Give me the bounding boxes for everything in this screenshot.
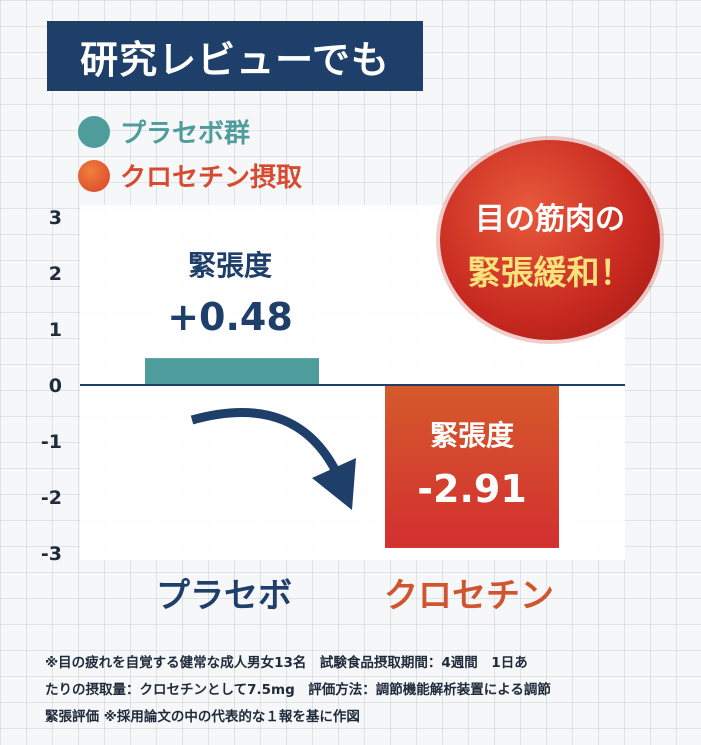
y-tick-label: -3	[41, 543, 62, 565]
data-label-title-placebo: 緊張度	[188, 249, 272, 282]
footnote: ※目の疲れを自覚する健常な成人男女13名 試験食品摂取期間：4週間 1日あ たり…	[45, 650, 665, 731]
y-tick-label: -2	[41, 487, 62, 509]
bars	[145, 358, 559, 548]
x-category-crocetin: クロセチン	[384, 576, 554, 616]
effect-badge: 目の筋肉の 緊張緩和！	[440, 140, 660, 340]
legend-swatch-crocetin	[78, 159, 110, 192]
y-axis-ticks: 3 2 1 0 -1 -2 -3	[41, 207, 62, 565]
legend-item-crocetin: クロセチン摂取	[78, 157, 302, 194]
data-label-value-placebo: +0.48	[167, 295, 293, 339]
data-label-title-crocetin: 緊張度	[430, 419, 514, 452]
y-tick-label: 2	[49, 263, 62, 285]
y-tick-label: 1	[49, 319, 62, 341]
header-title: 研究レビューでも	[47, 21, 423, 91]
bar-placebo	[145, 358, 319, 385]
legend-item-placebo: プラセボ群	[78, 113, 250, 150]
footnote-line2: たりの摂取量：クロセチンとして7.5mg 評価方法：調節機能解析装置による調節	[45, 682, 551, 698]
y-tick-label: 0	[49, 375, 62, 397]
legend-swatch-placebo	[78, 115, 110, 148]
trend-arrow-head	[312, 458, 356, 510]
bar-crocetin	[385, 385, 559, 548]
footnote-line3: 緊張評価 ※採用論文の中の代表的な１報を基に作図	[45, 709, 360, 725]
legend-label-crocetin: クロセチン摂取	[120, 163, 303, 193]
footnote-line1: ※目の疲れを自覚する健常な成人男女13名 試験食品摂取期間：4週間 1日あ	[45, 655, 528, 671]
y-tick-label: -1	[41, 431, 62, 453]
legend-label-placebo: プラセボ群	[120, 119, 251, 149]
x-category-placebo: プラセボ	[156, 576, 292, 616]
data-label-value-crocetin: -2.91	[417, 467, 527, 511]
badge-line1: 目の筋肉の	[475, 202, 625, 237]
trend-arrow	[190, 408, 345, 482]
data-labels: 緊張度 +0.48 緊張度 -2.91	[167, 249, 527, 511]
badge-line2: 緊張緩和！	[467, 253, 633, 292]
y-tick-label: 3	[49, 207, 62, 229]
